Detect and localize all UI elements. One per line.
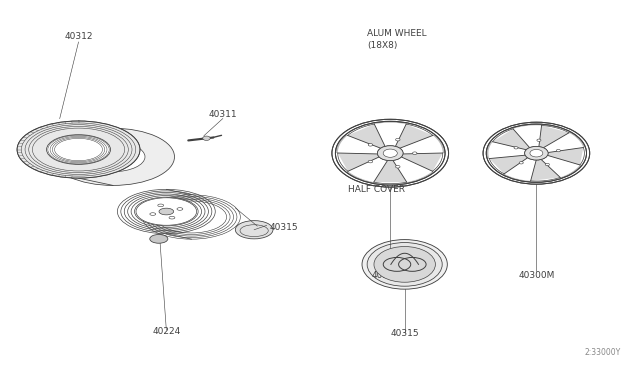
Ellipse shape	[519, 161, 524, 164]
Ellipse shape	[556, 150, 561, 152]
Ellipse shape	[159, 208, 173, 215]
Polygon shape	[374, 161, 407, 182]
Ellipse shape	[530, 150, 543, 157]
Ellipse shape	[158, 204, 164, 207]
Polygon shape	[348, 124, 385, 148]
Ellipse shape	[396, 166, 400, 168]
Ellipse shape	[514, 147, 518, 149]
Polygon shape	[512, 124, 542, 129]
Ellipse shape	[374, 247, 435, 282]
Ellipse shape	[177, 208, 183, 210]
Ellipse shape	[368, 160, 372, 163]
Polygon shape	[502, 174, 531, 182]
Ellipse shape	[169, 217, 175, 219]
Text: 40315: 40315	[390, 329, 419, 338]
Text: 40315: 40315	[270, 224, 298, 232]
Text: ALUM WHEEL
(18X8): ALUM WHEEL (18X8)	[367, 29, 427, 50]
Polygon shape	[493, 129, 529, 150]
Ellipse shape	[378, 146, 403, 161]
Polygon shape	[374, 121, 407, 124]
Text: 2:33000Y: 2:33000Y	[585, 348, 621, 357]
Ellipse shape	[368, 144, 372, 146]
Text: 40311: 40311	[209, 110, 237, 119]
Ellipse shape	[362, 240, 447, 289]
Text: 40312: 40312	[64, 32, 93, 41]
Ellipse shape	[413, 152, 417, 154]
Polygon shape	[560, 165, 582, 179]
Text: 40300M: 40300M	[372, 271, 408, 280]
Polygon shape	[531, 160, 560, 181]
Polygon shape	[539, 125, 569, 147]
Ellipse shape	[81, 142, 145, 172]
Polygon shape	[433, 135, 445, 153]
Polygon shape	[486, 141, 493, 159]
Polygon shape	[407, 171, 435, 183]
Ellipse shape	[52, 128, 175, 185]
Polygon shape	[338, 153, 379, 171]
Ellipse shape	[530, 150, 543, 157]
Text: 40224: 40224	[152, 327, 180, 336]
Ellipse shape	[525, 146, 548, 160]
Circle shape	[203, 136, 211, 141]
Ellipse shape	[136, 198, 196, 225]
Polygon shape	[490, 155, 527, 174]
Ellipse shape	[367, 243, 442, 286]
Polygon shape	[402, 153, 443, 171]
Ellipse shape	[383, 149, 397, 157]
Text: HALF COVER: HALF COVER	[348, 185, 405, 194]
Ellipse shape	[525, 146, 548, 160]
Polygon shape	[396, 124, 433, 148]
Ellipse shape	[150, 213, 156, 215]
Ellipse shape	[396, 138, 400, 141]
Ellipse shape	[378, 146, 403, 161]
Polygon shape	[335, 135, 348, 153]
Ellipse shape	[150, 234, 168, 243]
Text: 40300M: 40300M	[518, 271, 555, 280]
Ellipse shape	[81, 142, 145, 172]
Polygon shape	[548, 147, 583, 165]
Ellipse shape	[537, 139, 541, 141]
Polygon shape	[346, 171, 374, 183]
Ellipse shape	[47, 135, 111, 164]
Ellipse shape	[545, 163, 549, 166]
Ellipse shape	[17, 121, 140, 178]
Polygon shape	[569, 132, 586, 147]
Ellipse shape	[236, 221, 273, 239]
Ellipse shape	[383, 149, 397, 157]
